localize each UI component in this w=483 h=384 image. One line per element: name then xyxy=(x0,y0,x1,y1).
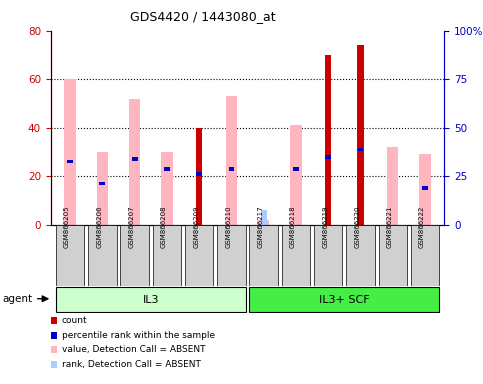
Text: value, Detection Call = ABSENT: value, Detection Call = ABSENT xyxy=(62,345,205,354)
Text: GSM866222: GSM866222 xyxy=(419,205,425,248)
Text: count: count xyxy=(62,316,87,325)
Bar xyxy=(293,167,299,171)
Bar xyxy=(120,225,149,286)
Bar xyxy=(196,172,202,175)
Text: GSM866221: GSM866221 xyxy=(387,205,393,248)
Bar xyxy=(379,225,407,286)
Bar xyxy=(64,79,76,225)
Bar xyxy=(185,225,213,286)
Bar xyxy=(196,128,202,225)
Text: GSM866208: GSM866208 xyxy=(161,205,167,248)
Text: IL3+ SCF: IL3+ SCF xyxy=(319,295,369,305)
Bar xyxy=(153,225,181,286)
Bar xyxy=(88,225,116,286)
Bar xyxy=(132,157,138,161)
Bar xyxy=(99,182,105,185)
Text: GDS4420 / 1443080_at: GDS4420 / 1443080_at xyxy=(130,10,276,23)
Bar xyxy=(56,225,84,286)
Text: IL3: IL3 xyxy=(142,295,159,305)
Text: GSM866220: GSM866220 xyxy=(355,205,360,248)
Bar xyxy=(387,147,398,225)
Bar xyxy=(260,220,267,225)
Bar xyxy=(258,220,270,225)
Text: percentile rank within the sample: percentile rank within the sample xyxy=(62,331,215,340)
Text: agent: agent xyxy=(2,294,32,304)
Bar xyxy=(314,225,342,286)
Bar xyxy=(250,225,278,286)
Bar xyxy=(419,154,431,225)
Bar xyxy=(56,287,245,312)
Bar xyxy=(228,167,234,171)
Text: GSM866205: GSM866205 xyxy=(64,205,70,248)
Text: GSM866217: GSM866217 xyxy=(257,205,264,248)
Bar xyxy=(357,148,363,151)
Bar xyxy=(411,225,439,286)
Bar xyxy=(226,96,237,225)
Bar xyxy=(357,45,364,225)
Bar xyxy=(290,125,301,225)
Bar xyxy=(161,152,172,225)
Text: GSM866207: GSM866207 xyxy=(128,205,135,248)
Bar xyxy=(325,155,331,159)
Text: rank, Detection Call = ABSENT: rank, Detection Call = ABSENT xyxy=(62,360,200,369)
Bar xyxy=(422,187,428,190)
Text: GSM866219: GSM866219 xyxy=(322,205,328,248)
Bar xyxy=(67,160,73,164)
Bar xyxy=(250,287,439,312)
Bar xyxy=(325,55,331,225)
Bar xyxy=(164,167,170,171)
Text: GSM866206: GSM866206 xyxy=(96,205,102,248)
Text: GSM866210: GSM866210 xyxy=(226,205,231,248)
Bar xyxy=(97,152,108,225)
Text: GSM866218: GSM866218 xyxy=(290,205,296,248)
Bar xyxy=(282,225,310,286)
Bar xyxy=(260,210,267,225)
Bar xyxy=(217,225,245,286)
Bar xyxy=(129,99,140,225)
Bar xyxy=(346,225,375,286)
Text: GSM866209: GSM866209 xyxy=(193,205,199,248)
